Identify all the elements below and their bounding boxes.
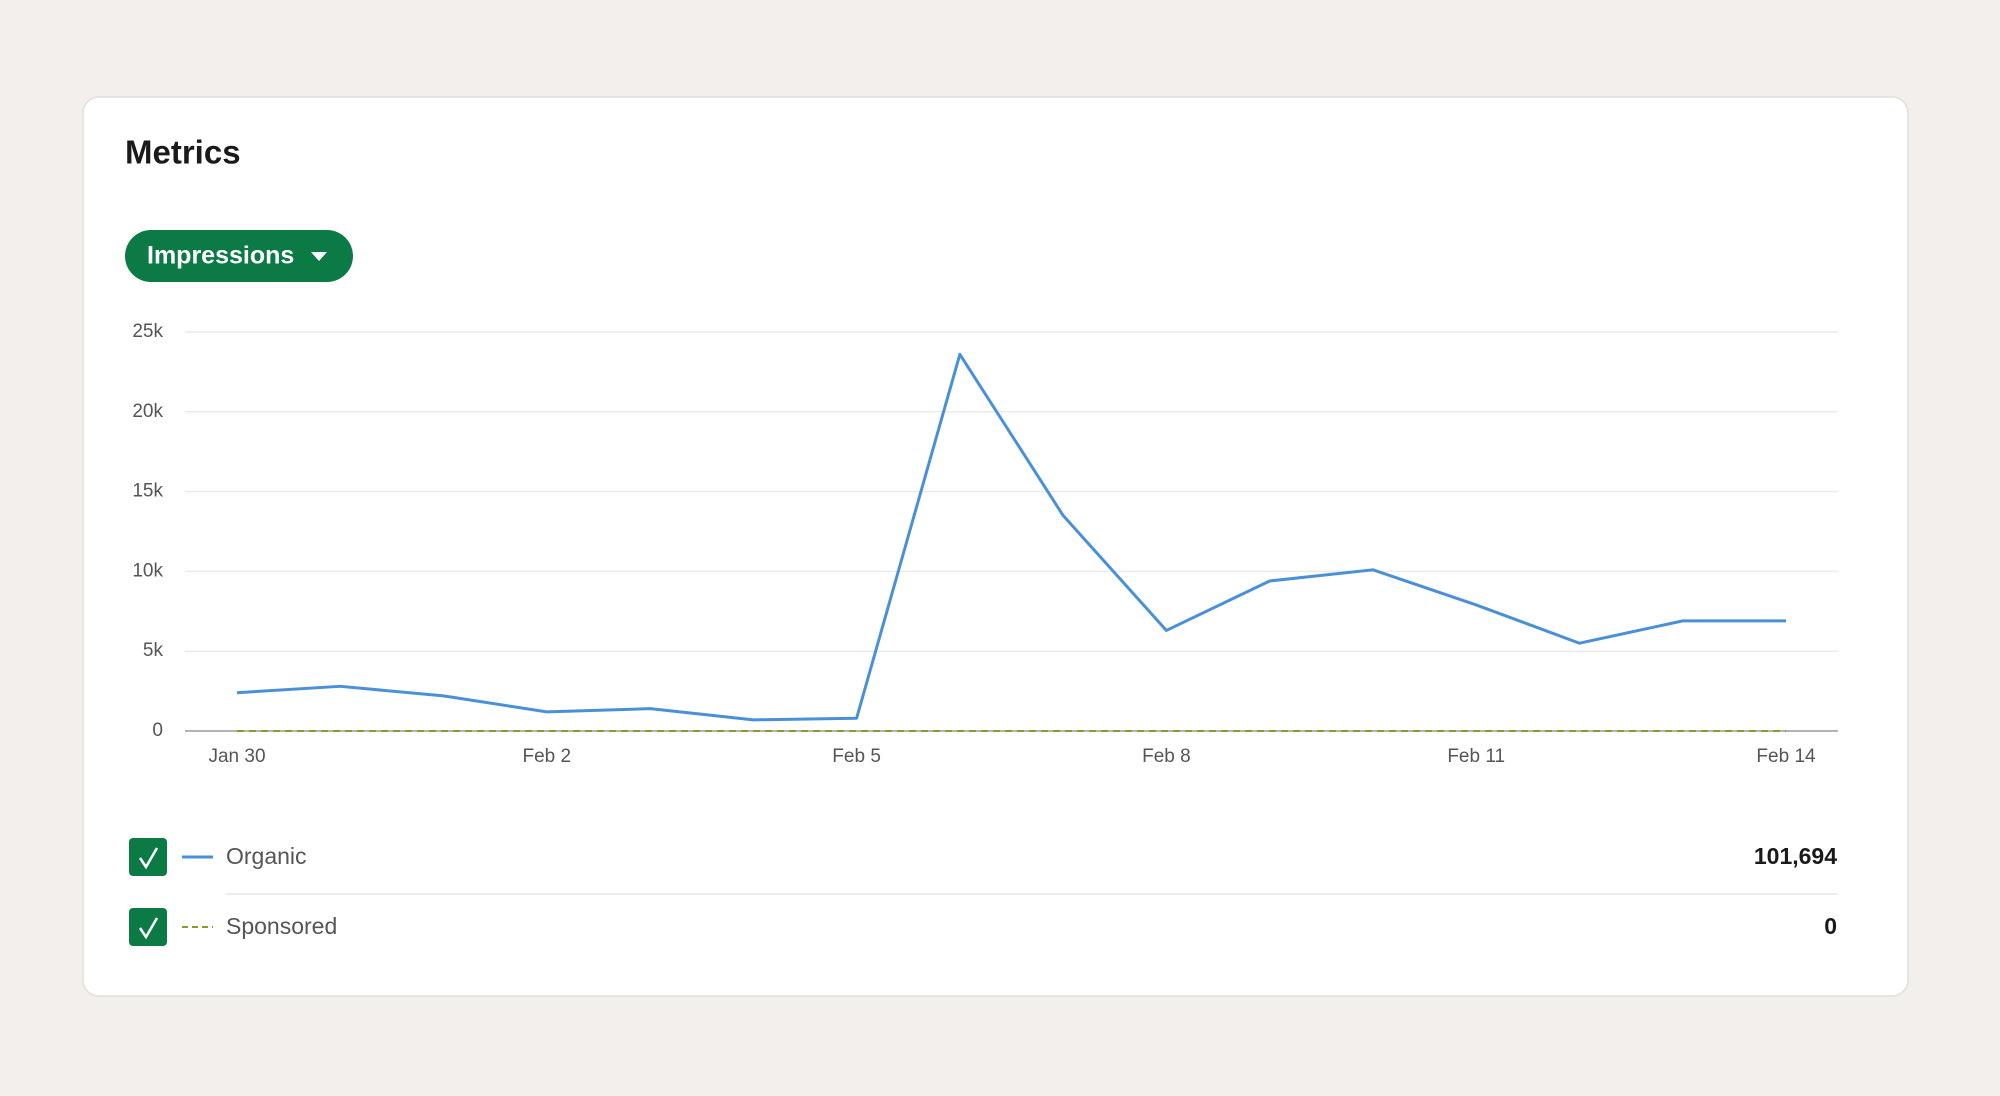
x-tick-label: Feb 11 [1447,746,1505,767]
legend-row[interactable]: Organic 101,694 [129,838,1837,876]
x-tick-label: Feb 8 [1142,746,1191,767]
dropdown-label[interactable]: Impressions [147,242,294,270]
dropdown-button[interactable] [125,230,353,282]
series-total: 0 [1824,913,1837,939]
card-title: Metrics [125,134,241,171]
series-line [236,352,1786,722]
legend-label: Sponsored [226,913,337,939]
card [82,96,1909,997]
y-tick-label: 5k [143,640,164,661]
plot: 0 5k 10k 15k 20k 25k Jan 30 Feb 2 Feb 5 Feb 8 Feb … [132,321,1838,767]
x-tick-label: Feb 2 [523,746,572,767]
y-tick-label: 25k [132,321,163,342]
series-total: 101,694 [1754,843,1837,869]
legend-checkbox[interactable] [129,838,167,876]
dropdown-caret [311,252,327,261]
y-tick-label: 15k [132,481,163,502]
checkmark [138,917,159,940]
x-tick-label: Jan 30 [208,746,265,767]
x-tick-label: Feb 5 [832,746,881,767]
y-tick-label: 0 [152,720,163,741]
legend-checkbox[interactable] [129,908,167,946]
y-tick-label: 10k [132,560,163,581]
metric-dropdown[interactable]: Impressions [125,230,353,282]
legend-label: Organic [226,843,307,869]
legend: Organic 101,694 Sponsored 0 [129,838,1837,946]
y-tick-label: 20k [132,401,163,422]
x-tick-label: Feb 14 [1756,746,1816,767]
checkmark [138,847,159,870]
legend-row[interactable]: Sponsored 0 [129,908,1837,946]
